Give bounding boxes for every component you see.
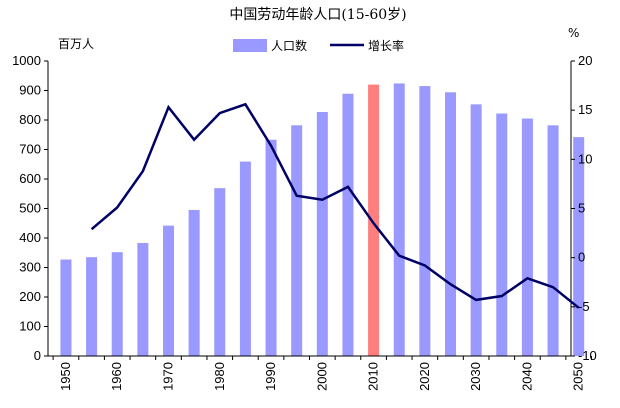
bar-1965 xyxy=(137,243,149,356)
bar-2015 xyxy=(393,83,405,357)
bar-2040 xyxy=(521,118,533,357)
x-tick-label: 2040 xyxy=(519,362,534,391)
bar-1995 xyxy=(291,125,303,356)
left-tick-label: 1000 xyxy=(12,53,41,68)
legend: 人口数 增长率 xyxy=(233,38,404,53)
bar-2020 xyxy=(419,86,431,356)
right-tick-label: 10 xyxy=(578,151,592,166)
x-tick-label: 1950 xyxy=(58,362,73,391)
bar-series xyxy=(60,83,585,357)
right-tick-label: 0 xyxy=(578,250,585,265)
bar-2035 xyxy=(496,113,508,356)
right-tick-label: 5 xyxy=(578,201,585,216)
left-tick-label: 300 xyxy=(19,260,41,275)
bar-2050 xyxy=(573,137,585,356)
right-tick-label: -10 xyxy=(578,348,597,363)
left-tick-label: 200 xyxy=(19,289,41,304)
left-tick-label: 100 xyxy=(19,319,41,334)
x-tick-label: 1970 xyxy=(160,362,175,391)
bar-1990 xyxy=(265,139,277,356)
bar-2010 xyxy=(368,84,380,356)
left-tick-label: 800 xyxy=(19,112,41,127)
legend-bar-swatch xyxy=(233,39,267,52)
x-tick-label: 2050 xyxy=(571,362,586,391)
chart-title: 中国劳动年龄人口(15-60岁) xyxy=(229,7,406,23)
x-tick-label: 1960 xyxy=(109,362,124,391)
bar-1960 xyxy=(111,252,123,356)
right-tick-label: 15 xyxy=(578,102,592,117)
axes: 0 100 200 300 400 500 600 700 800 900 1000 -10 -5 0 5 1… xyxy=(12,53,597,391)
x-tick-label: 2000 xyxy=(314,362,329,391)
bar-1955 xyxy=(86,257,98,356)
bar-2005 xyxy=(342,93,354,357)
left-tick-label: 600 xyxy=(19,171,41,186)
bar-1985 xyxy=(239,161,251,356)
left-tick-label: 400 xyxy=(19,230,41,245)
bar-2000 xyxy=(316,112,328,356)
bar-2045 xyxy=(547,125,559,356)
left-axis-unit: 百万人 xyxy=(58,37,94,51)
left-tick-label: 700 xyxy=(19,142,41,157)
legend-bar-label: 人口数 xyxy=(271,38,307,53)
bar-1970 xyxy=(162,225,174,356)
left-tick-label: 0 xyxy=(34,348,41,363)
bar-2030 xyxy=(470,104,482,357)
right-axis-unit: % xyxy=(568,26,579,40)
bar-2025 xyxy=(445,92,457,357)
left-tick-label: 900 xyxy=(19,83,41,98)
x-tick-label: 2020 xyxy=(417,362,432,391)
bar-1975 xyxy=(188,209,200,356)
left-tick-label: 500 xyxy=(19,201,41,216)
legend-line-label: 增长率 xyxy=(368,38,404,53)
bar-1980 xyxy=(214,188,226,356)
x-tick-label: 2030 xyxy=(468,362,483,391)
right-tick-label: -5 xyxy=(578,299,590,314)
growth-rate-line xyxy=(90,102,580,309)
line-series xyxy=(90,102,580,309)
right-tick-label: 20 xyxy=(578,53,592,68)
bar-1950 xyxy=(60,259,72,356)
x-tick-label: 1990 xyxy=(263,362,278,391)
x-tick-label: 2010 xyxy=(366,362,381,391)
x-tick-label: 1980 xyxy=(212,362,227,391)
